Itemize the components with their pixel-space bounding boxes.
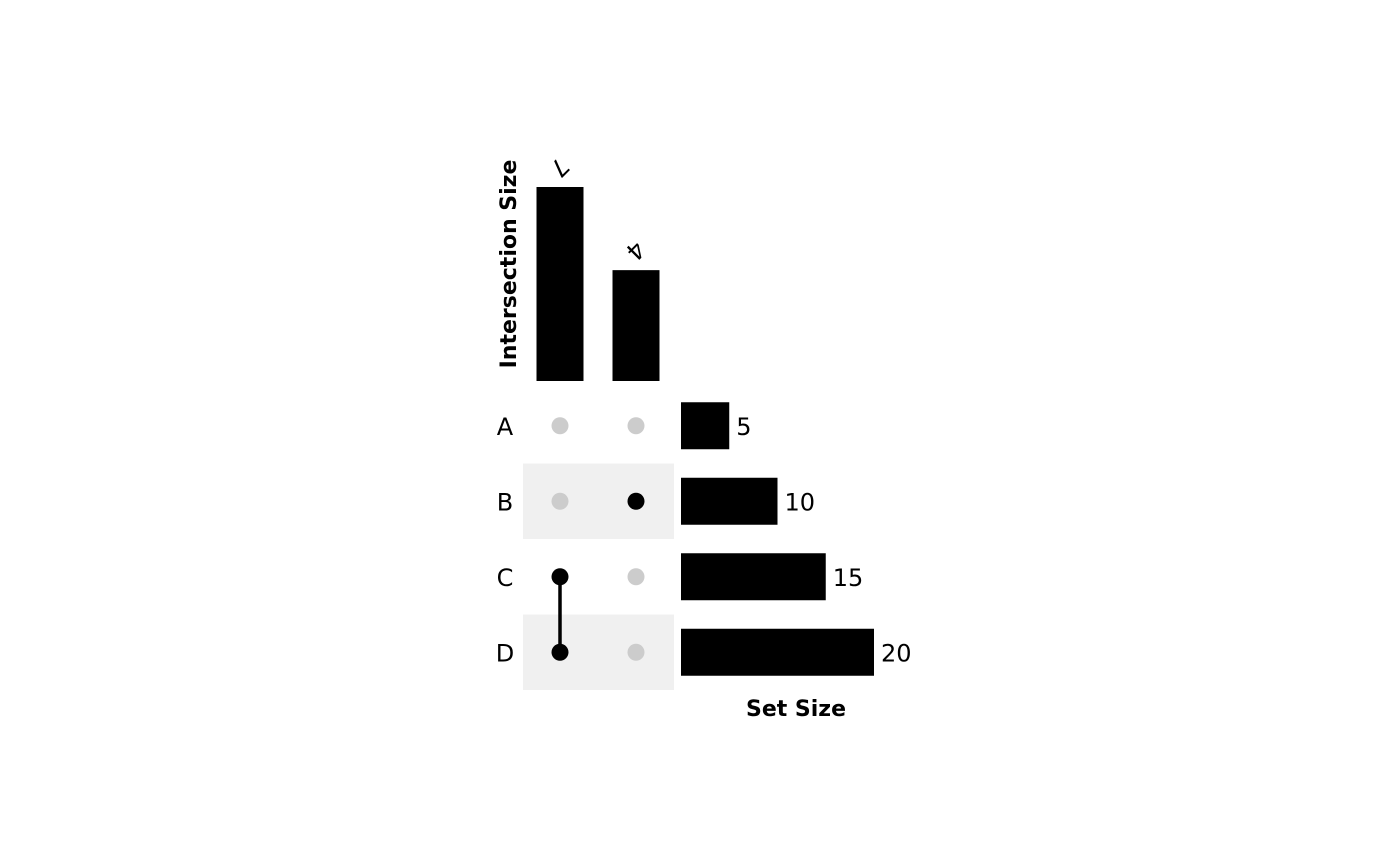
matrix-row-stripe	[523, 464, 674, 540]
set-size-bar	[681, 629, 874, 676]
matrix-dot-active	[552, 568, 569, 585]
set-size-bar	[681, 478, 778, 525]
matrix-dot-active	[552, 644, 569, 661]
intersection-bars	[537, 187, 660, 381]
intersection-size-label: 7	[544, 152, 575, 183]
set-label-B: B	[497, 488, 513, 516]
intersection-bar	[537, 187, 584, 381]
set-size-bar	[681, 402, 729, 449]
set-size-label: 20	[881, 639, 912, 667]
set-label-D: D	[496, 639, 514, 667]
matrix-stripes	[523, 464, 674, 691]
set-size-bar	[681, 553, 826, 600]
matrix-dot-inactive	[552, 417, 569, 434]
set-size-label: 15	[833, 564, 864, 592]
set-size-axis-title: Set Size	[746, 697, 846, 722]
intersection-bar	[613, 270, 660, 381]
set-label-A: A	[497, 413, 514, 441]
intersection-size-label: 4	[620, 235, 651, 266]
matrix-dot-inactive	[628, 417, 645, 434]
set-size-label: 5	[736, 413, 751, 441]
intersection-size-axis-title: Intersection Size	[497, 160, 522, 369]
matrix-dot-inactive	[628, 568, 645, 585]
matrix-dot-active	[628, 493, 645, 510]
set-size-bars	[681, 402, 874, 676]
set-labels: A B C D	[496, 413, 514, 668]
matrix-dot-inactive	[552, 493, 569, 510]
matrix-row-stripe	[523, 615, 674, 691]
set-label-C: C	[497, 564, 514, 592]
matrix-dot-inactive	[628, 644, 645, 661]
set-size-label: 10	[785, 488, 816, 516]
